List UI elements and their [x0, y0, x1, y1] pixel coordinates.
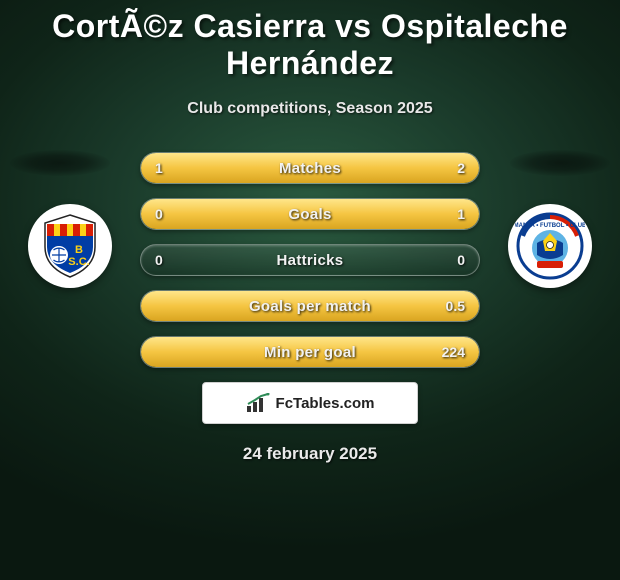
- stats-container: 1Matches20Goals10Hattricks0Goals per mat…: [140, 150, 480, 368]
- stat-row: Min per goal224: [140, 336, 480, 368]
- comparison-content: B S.C. MANTA • FUTBOL • CLUB 1Matches20G…: [0, 150, 620, 464]
- player-shadow-right: [510, 150, 610, 176]
- stat-value-right: 0: [419, 252, 479, 268]
- stat-value-left: 1: [141, 160, 201, 176]
- stat-label: Matches: [201, 160, 419, 177]
- stat-label: Min per goal: [201, 344, 419, 361]
- stat-label: Hattricks: [201, 252, 419, 269]
- svg-text:B: B: [75, 244, 83, 256]
- brand-text: FcTables.com: [276, 395, 375, 412]
- stat-row: 1Matches2: [140, 152, 480, 184]
- stat-row: Goals per match0.5: [140, 290, 480, 322]
- club-badge-left: B S.C.: [28, 204, 112, 288]
- comparison-title: CortÃ©z Casierra vs Ospitaleche Hernánde…: [0, 0, 620, 82]
- stat-row: 0Hattricks0: [140, 244, 480, 276]
- stat-value-right: 0.5: [419, 298, 479, 314]
- svg-text:MANTA • FUTBOL • CLUB: MANTA • FUTBOL • CLUB: [515, 223, 585, 229]
- stat-value-right: 2: [419, 160, 479, 176]
- player-shadow-left: [10, 150, 110, 176]
- stat-value-left: 0: [141, 252, 201, 268]
- stat-value-left: 0: [141, 206, 201, 222]
- comparison-date: 24 february 2025: [0, 444, 620, 464]
- stat-label: Goals per match: [201, 298, 419, 315]
- stat-value-right: 1: [419, 206, 479, 222]
- barcelona-sc-icon: B S.C.: [35, 211, 105, 281]
- stat-label: Goals: [201, 206, 419, 223]
- stat-value-right: 224: [419, 344, 479, 360]
- comparison-subtitle: Club competitions, Season 2025: [0, 100, 620, 118]
- manta-fc-icon: MANTA • FUTBOL • CLUB: [515, 211, 585, 281]
- brand-attribution[interactable]: FcTables.com: [202, 382, 418, 424]
- stat-row: 0Goals1: [140, 198, 480, 230]
- chart-icon: [246, 393, 270, 413]
- svg-text:S.C.: S.C.: [68, 256, 89, 268]
- club-badge-right: MANTA • FUTBOL • CLUB: [508, 204, 592, 288]
